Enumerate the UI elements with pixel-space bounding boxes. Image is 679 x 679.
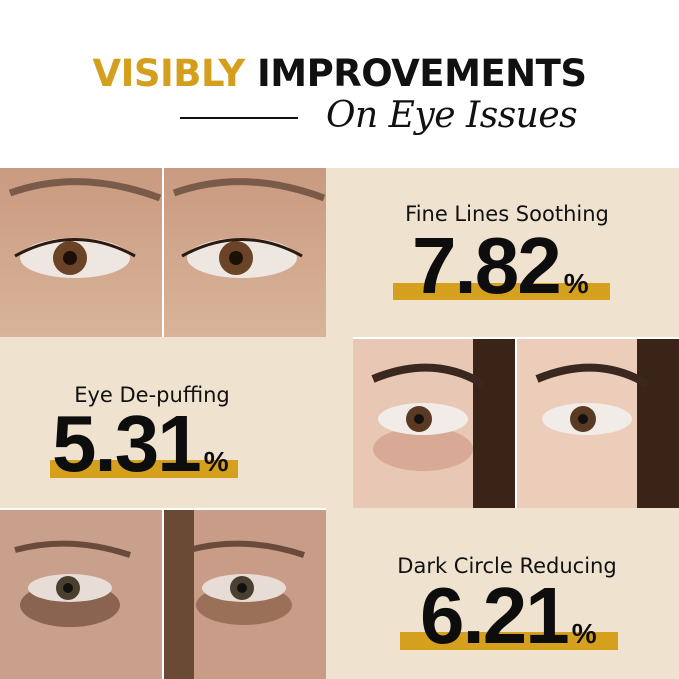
after-photo-fine-lines [164, 168, 326, 337]
stat-panel-dark-circle: Dark Circle Reducing 6.21% [326, 508, 679, 679]
stat-value: 6.21% [420, 571, 597, 660]
headline-accent: VISIBLY [92, 52, 245, 95]
before-photo-fine-lines [0, 168, 162, 337]
subtitle: On Eye Issues [326, 95, 578, 136]
stat-label: Fine Lines Soothing [405, 202, 609, 226]
highlight-bar [400, 632, 618, 650]
stat-label: Eye De-puffing [74, 383, 230, 407]
divider-line [180, 117, 298, 119]
after-photo-dark-circles [164, 510, 326, 679]
highlight-bar [50, 460, 238, 478]
after-photo-puffiness [517, 339, 679, 508]
stat-panel-fine-lines: Fine Lines Soothing 7.82% [326, 168, 679, 337]
headline-main: IMPROVEMENTS [257, 52, 587, 95]
headline: VISIBLY IMPROVEMENTS [0, 52, 679, 96]
stat-label: Dark Circle Reducing [397, 554, 617, 578]
stat-panel-de-puffing: Eye De-puffing 5.31% [0, 337, 353, 508]
highlight-bar [393, 283, 610, 300]
stat-value: 5.31% [52, 399, 229, 488]
before-photo-puffiness [353, 339, 515, 508]
before-photo-dark-circles [0, 510, 162, 679]
stat-value: 7.82% [412, 221, 589, 310]
